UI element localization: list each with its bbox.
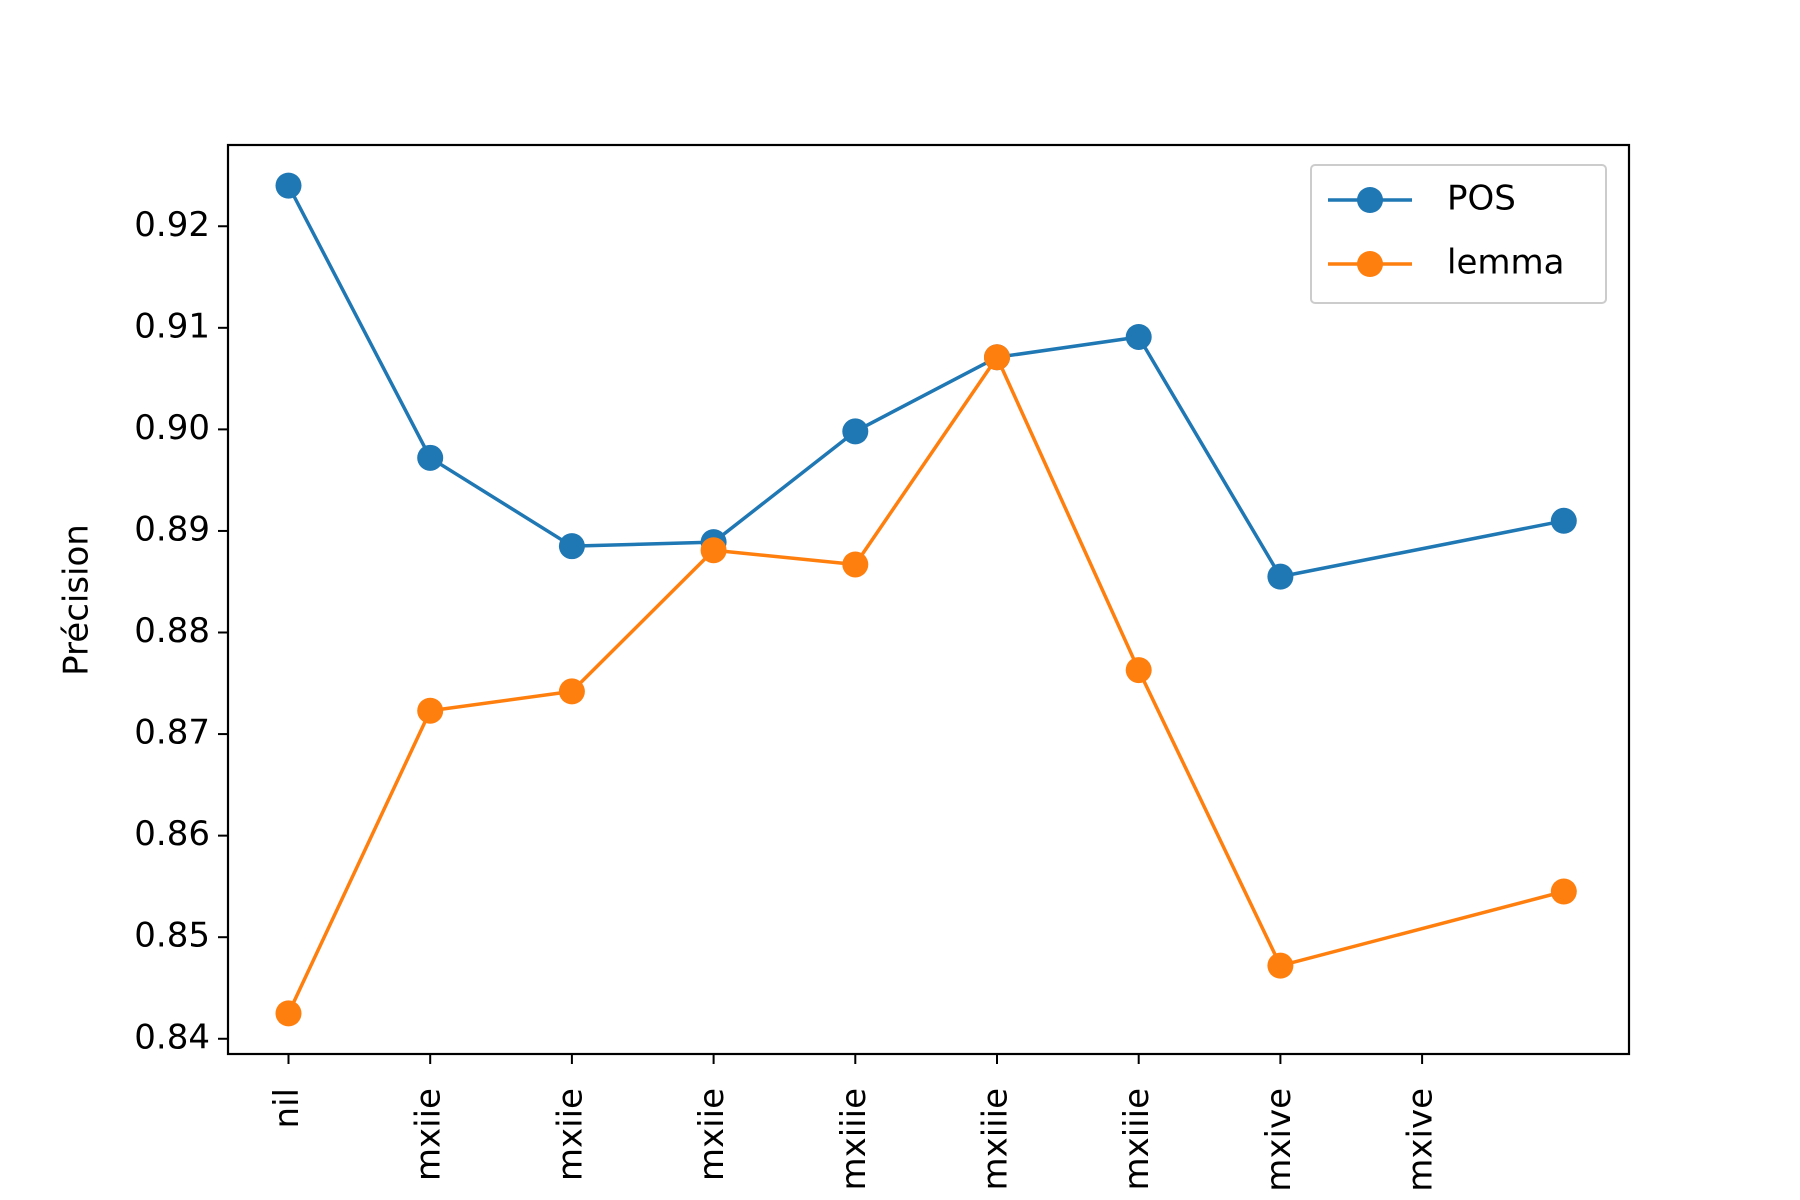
legend-marker-lemma [1357,251,1383,277]
x-tick-label: mxive [1401,1088,1441,1192]
x-tick-label: mxive [1259,1088,1299,1192]
x-tick-label: mxiie [409,1088,449,1181]
data-point-lemma [275,1000,302,1027]
y-tick-label: 0.89 [134,509,210,549]
data-point-lemma [1550,878,1577,905]
y-tick-label: 0.86 [134,814,210,854]
data-point-lemma [842,551,869,578]
y-axis: 0.84 0.85 0.86 0.87 0.88 0.89 0.90 0.91 0.92 [134,205,228,1057]
data-point-pos [1267,563,1294,590]
legend-label-lemma: lemma [1447,243,1564,283]
data-point-lemma [700,537,727,564]
x-axis: nil mxiie mxiie mxiie mxiiie mxiiie mxiiie mxiv… [267,1054,1441,1192]
x-tick-label: mxiiie [976,1088,1016,1191]
x-tick-label: mxiiie [834,1088,874,1191]
y-tick-label: 0.87 [134,713,210,753]
y-tick-label: 0.91 [134,306,210,346]
y-tick-label: 0.84 [134,1017,210,1057]
legend-label-pos: POS [1447,179,1516,219]
legend: POS lemma [1310,164,1607,304]
x-tick-label: mxiie [550,1088,590,1181]
x-tick-label: mxiiie [1117,1088,1157,1191]
y-tick-label: 0.92 [134,205,210,245]
data-point-pos [275,172,302,199]
series-lemma [275,344,1577,1027]
plot-frame [226,143,1631,1056]
y-tick-label: 0.85 [134,916,210,956]
data-point-lemma [558,678,585,705]
data-point-pos [842,418,869,445]
data-point-lemma [984,344,1010,371]
data-point-pos [558,533,585,560]
series-layer [275,172,1577,1027]
y-tick-label: 0.88 [134,611,210,651]
data-point-pos [417,444,444,471]
series-line-lemma [286,355,1565,1015]
data-point-pos [1550,507,1577,534]
data-point-lemma [417,697,444,724]
legend-marker-pos [1357,187,1383,213]
plot-area [226,143,1631,1056]
x-tick-label: nil [267,1088,307,1128]
y-tick-label: 0.90 [134,408,210,448]
y-axis-label: Précision [57,524,97,676]
data-point-lemma [1125,657,1152,684]
x-tick-label: mxiie [692,1088,732,1181]
data-point-lemma [1267,952,1294,979]
data-point-pos [1125,323,1152,350]
